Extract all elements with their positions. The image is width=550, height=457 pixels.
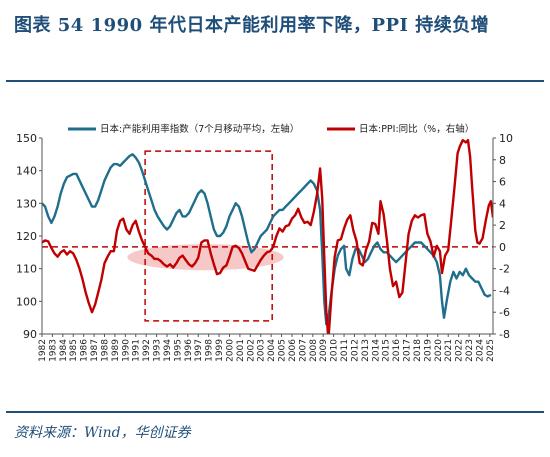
x-tick-label: 2018 [413, 339, 423, 362]
figure-title: 图表 54 1990 年代日本产能利用率下降，PPI 持续负增 [14, 15, 490, 36]
x-tick-label: 1996 [184, 339, 194, 362]
left-tick-label: 100 [16, 295, 37, 308]
top-rule [6, 80, 544, 82]
x-tick-label: 1995 [173, 339, 183, 362]
highlight-dashed-box [144, 150, 273, 322]
x-tick-label: 2024 [475, 339, 485, 362]
source-note: 资料来源：Wind，华创证券 [14, 425, 191, 441]
legend-label-capacity: 日本:产能利用率指数（7个月移动平均，左轴） [100, 123, 299, 135]
x-tick-label: 1982 [38, 339, 48, 362]
x-tick-label: 2002 [246, 339, 256, 362]
left-tick-label: 120 [16, 230, 37, 243]
right-tick-label: 6 [499, 176, 506, 189]
x-tick-label: 1988 [100, 339, 110, 362]
right-tick-label: 0 [499, 241, 506, 254]
ppi-yoy-line [42, 139, 493, 334]
x-tick-label: 1998 [205, 339, 215, 362]
left-tick-label: 90 [23, 328, 37, 341]
x-tick-label: 2013 [361, 339, 371, 362]
x-tick-label: 1991 [132, 339, 142, 362]
right-tick-label: 8 [499, 154, 506, 167]
right-tick-label: 10 [499, 132, 513, 145]
x-tick-label: 2007 [298, 339, 308, 362]
x-tick-label: 1983 [48, 339, 58, 362]
x-tick-label: 2011 [340, 339, 350, 362]
x-tick-label: 2022 [455, 339, 465, 362]
right-tick-label: 4 [499, 197, 506, 210]
x-tick-label: 2019 [423, 339, 433, 362]
left-tick-label: 150 [16, 132, 37, 145]
capacity-utilization-line [42, 153, 492, 326]
x-tick-label: 2017 [403, 339, 413, 362]
x-tick-label: 2005 [278, 339, 288, 362]
x-tick-label: 1993 [153, 339, 163, 362]
left-tick-label: 130 [16, 197, 37, 210]
bottom-rule [6, 411, 544, 413]
x-tick-label: 2021 [444, 339, 454, 362]
x-tick-label: 1985 [69, 339, 79, 362]
x-tick-label: 1986 [80, 339, 90, 362]
x-tick-label: 2015 [382, 339, 392, 362]
x-tick-label: 2014 [371, 339, 381, 362]
x-tick-label: 1984 [59, 339, 69, 362]
x-tick-label: 1987 [90, 339, 100, 362]
x-tick-label: 2012 [350, 339, 360, 362]
right-tick-label: -4 [499, 284, 510, 297]
chart-legend: 日本:产能利用率指数（7个月移动平均，左轴） 日本:PPI:同比（%，右轴） [68, 123, 474, 135]
x-tick-label: 1992 [142, 339, 152, 362]
x-tick-label: 1997 [194, 339, 204, 362]
right-tick-label: -6 [499, 306, 510, 319]
right-tick-label: -2 [499, 263, 510, 276]
right-tick-label: -8 [499, 328, 510, 341]
x-tick-label: 2003 [257, 339, 267, 362]
x-tick-label: 2010 [330, 339, 340, 362]
x-tick-label: 1990 [121, 339, 131, 362]
highlight-ellipse [127, 244, 284, 271]
left-tick-label: 140 [16, 165, 37, 178]
left-tick-label: 110 [16, 263, 37, 276]
x-tick-label: 2006 [288, 339, 298, 362]
x-tick-label: 2000 [225, 339, 235, 362]
x-tick-label: 2020 [434, 339, 444, 362]
x-tick-label: 2001 [236, 339, 246, 362]
legend-label-ppi: 日本:PPI:同比（%，右轴） [359, 123, 474, 135]
x-tick-label: 2023 [465, 339, 475, 362]
x-tick-label: 2009 [319, 339, 329, 362]
x-tick-label: 1999 [215, 339, 225, 362]
x-tick-label: 1989 [111, 339, 121, 362]
right-tick-label: 2 [499, 219, 506, 232]
x-tick-label: 1994 [163, 339, 173, 362]
x-tick-label: 2004 [267, 339, 277, 362]
x-tick-label: 2016 [392, 339, 402, 362]
x-tick-label: 2025 [486, 339, 496, 362]
x-tick-label: 2008 [309, 339, 319, 362]
